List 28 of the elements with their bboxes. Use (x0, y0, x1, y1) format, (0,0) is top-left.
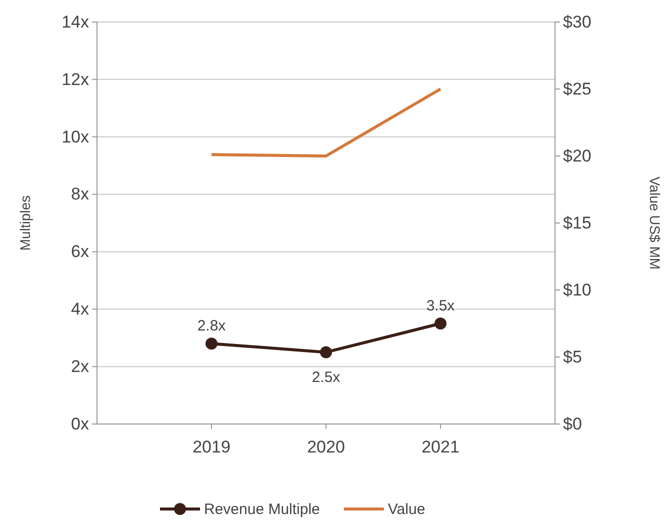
y2-tick-label: $0 (563, 414, 582, 434)
y-tick-label: 2x (71, 357, 90, 376)
y-tick-label: 14x (62, 12, 90, 32)
y2-tick-label: $25 (563, 79, 592, 98)
point (206, 338, 218, 350)
y-tick-label: 10x (62, 127, 90, 146)
y2-tick-label: $30 (563, 12, 592, 32)
y-tick-label: 0x (71, 414, 90, 434)
legend-label: Value (388, 501, 426, 518)
point (320, 346, 332, 358)
data-label: 2.5x (312, 369, 341, 386)
x-tick-label: 2020 (307, 437, 345, 456)
legend-label: Revenue Multiple (204, 501, 320, 518)
y2-tick-label: $20 (563, 146, 592, 166)
y-tick-label: 8x (71, 184, 90, 204)
y2-tick-label: $10 (563, 280, 592, 300)
y-tick-label: 6x (71, 242, 90, 262)
y2-axis-title: Value US$ MM (647, 176, 663, 270)
data-label: 2.8x (197, 318, 226, 335)
y-tick-label: 4x (71, 300, 90, 319)
point (434, 318, 446, 330)
x-tick-label: 2019 (192, 437, 230, 456)
y2-tick-label: $15 (563, 213, 592, 232)
data-label: 3.5x (426, 298, 456, 314)
x-tick-label: 2021 (422, 437, 460, 456)
y2-tick-label: $5 (563, 347, 582, 366)
y-axis-title: Multiples (17, 195, 33, 251)
y-tick-label: 12x (62, 70, 90, 89)
